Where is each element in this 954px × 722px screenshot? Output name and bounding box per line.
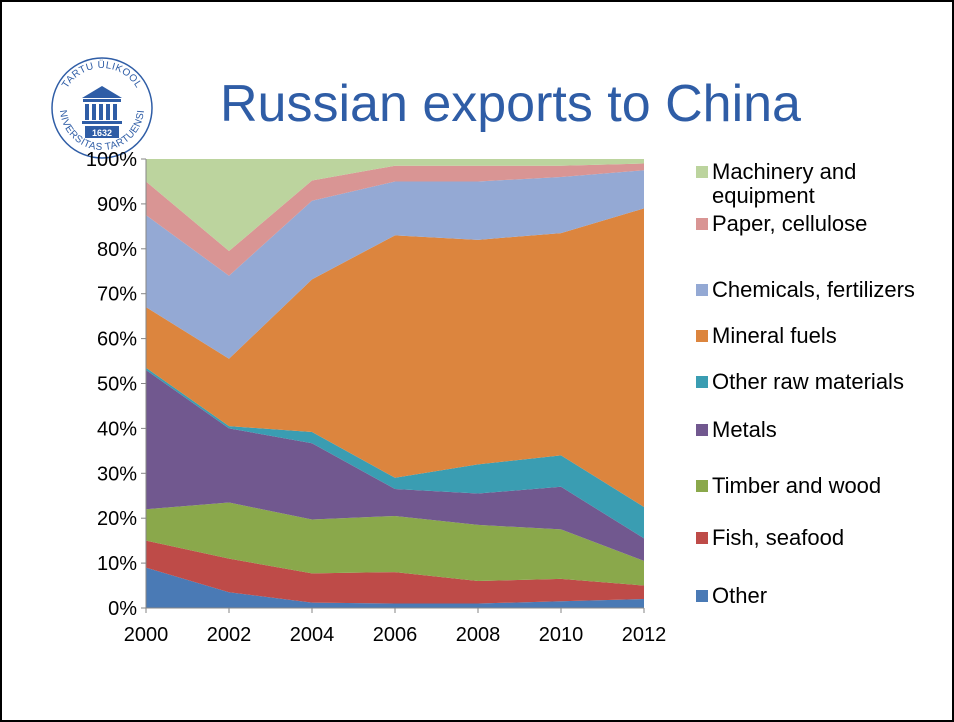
x-tick-label: 2000: [124, 624, 169, 646]
y-tick-label: 90%: [97, 194, 137, 216]
y-tick-labels: 0% 10% 20% 30% 40% 50% 60% 70% 80% 90% 100%: [86, 149, 146, 620]
legend-label: Machinery and equipment: [712, 159, 857, 208]
logo-year: 1632: [92, 128, 112, 138]
y-tick-label: 40%: [97, 418, 137, 440]
x-tick-label: 2002: [207, 624, 252, 646]
chart-areas: [146, 159, 644, 608]
y-tick-label: 70%: [97, 284, 137, 306]
legend-swatch: [696, 590, 708, 602]
university-logo: TARTU ÜLIKOOL UNIVERSITAS TARTUENSIS 163…: [44, 46, 156, 162]
legend-swatch: [696, 480, 708, 492]
legend-swatch: [696, 218, 708, 230]
x-tick-label: 2010: [539, 624, 584, 646]
x-tick-label: 2006: [373, 624, 418, 646]
legend-swatch: [696, 532, 708, 544]
legend-label: Timber and wood: [712, 473, 882, 498]
y-tick-label: 0%: [108, 598, 137, 620]
y-tick-label: 100%: [86, 149, 137, 171]
legend-swatch: [696, 424, 708, 436]
university-building-icon: TARTU ÜLIKOOL UNIVERSITAS TARTUENSIS 163…: [44, 46, 153, 159]
legend-item: Metals: [696, 418, 946, 442]
legend-label: Other raw materials: [712, 369, 904, 394]
x-tick-label: 2012: [622, 624, 667, 646]
legend-item: Fish, seafood: [696, 526, 946, 550]
area-other: [146, 567, 644, 608]
area-chemicals-fertilizers: [146, 170, 644, 359]
y-tick-label: 10%: [97, 553, 137, 575]
legend-label: Metals: [712, 417, 777, 442]
area-mineral-fuels: [146, 208, 644, 507]
area-machinery-and-equipment: [146, 159, 644, 252]
legend-item: Mineral fuels: [696, 324, 946, 348]
legend-label: Fish, seafood: [712, 525, 845, 550]
legend-swatch: [696, 166, 708, 178]
y-tick-label: 30%: [97, 463, 137, 485]
legend-item: Machinery and equipment: [696, 160, 946, 208]
legend-item: Paper, cellulose: [696, 212, 946, 236]
y-tick-label: 60%: [97, 329, 137, 351]
legend-label: Paper, cellulose: [712, 211, 868, 236]
legend-label: Chemicals, fertilizers: [712, 277, 915, 302]
legend-item: Timber and wood: [696, 474, 946, 498]
legend-swatch: [696, 376, 708, 388]
legend-item: Chemicals, fertilizers: [696, 278, 946, 302]
x-tick-label: 2004: [290, 624, 335, 646]
area-metals: [146, 370, 644, 561]
legend-swatch: [696, 330, 708, 342]
x-tick-labels: 2000 2002 2004 2006 2008 2010 2012: [124, 608, 667, 646]
legend-item: Other raw materials: [696, 370, 946, 394]
legend-label: Mineral fuels: [712, 323, 837, 348]
legend-label: Other: [712, 583, 768, 608]
x-tick-label: 2008: [456, 624, 501, 646]
legend-swatch: [696, 284, 708, 296]
slide-title: Russian exports to China: [220, 75, 801, 133]
y-tick-label: 50%: [97, 374, 137, 396]
legend-item: Other: [696, 584, 946, 608]
y-tick-label: 20%: [97, 508, 137, 530]
area-timber-and-wood: [146, 502, 644, 586]
y-tick-label: 80%: [97, 239, 137, 261]
